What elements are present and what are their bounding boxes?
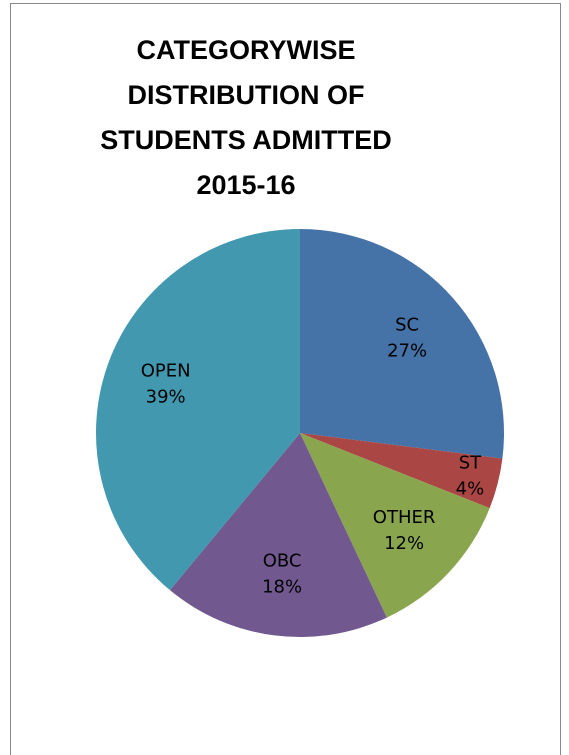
slice-value-label: 12% <box>384 533 424 554</box>
slice-category-label: ST <box>459 453 482 474</box>
slice-category-label: OTHER <box>373 507 436 528</box>
pie-slice <box>300 229 504 459</box>
slice-category-label: OBC <box>263 551 302 572</box>
pie-slice <box>169 433 387 638</box>
slice-category-label: SC <box>395 315 419 336</box>
pie-slice <box>95 229 300 591</box>
slice-value-label: 39% <box>146 387 186 408</box>
pie-slice <box>300 433 490 618</box>
slice-value-label: 27% <box>387 341 427 362</box>
slice-value-label: 4% <box>456 479 485 500</box>
chart-frame <box>10 3 561 755</box>
chart-title: CATEGORYWISE DISTRIBUTION OF STUDENTS AD… <box>100 35 392 200</box>
slice-category-label: OPEN <box>141 361 191 382</box>
pie-slice <box>300 433 503 509</box>
slice-value-label: 18% <box>262 577 302 598</box>
